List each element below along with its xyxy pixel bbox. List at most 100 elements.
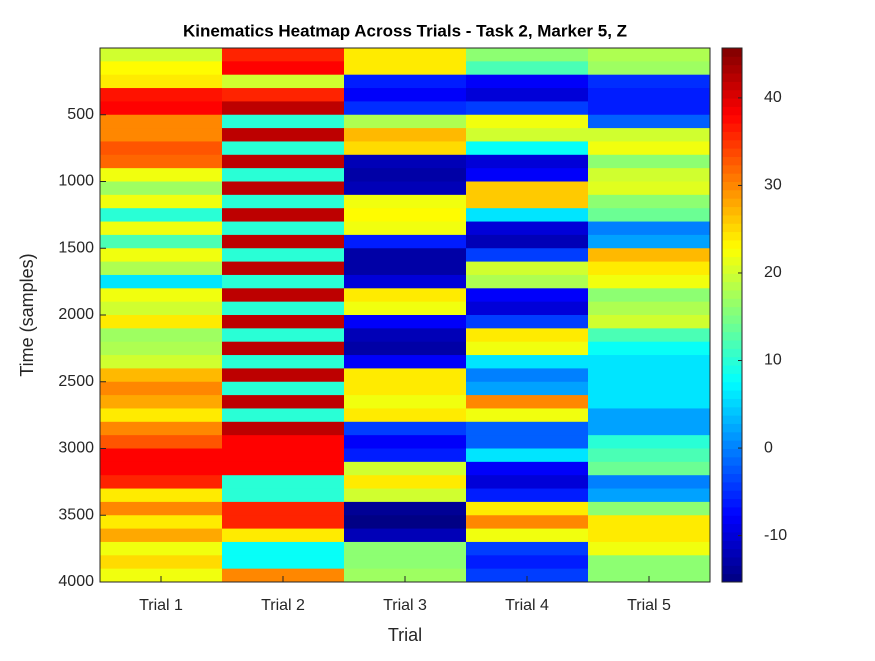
colorbar-step <box>722 114 742 124</box>
heat-cell <box>222 141 345 156</box>
heat-cell <box>466 488 589 503</box>
heat-cell <box>344 208 467 223</box>
heat-cell <box>344 355 467 369</box>
colorbar-step <box>722 390 742 399</box>
heat-cell <box>222 355 345 369</box>
heat-cell <box>100 501 223 516</box>
colorbar-step <box>722 490 742 500</box>
heat-cell <box>100 274 223 289</box>
heat-cell <box>100 234 223 249</box>
colorbar-step <box>722 423 742 433</box>
heat-cell <box>588 408 711 423</box>
heat-cell <box>466 328 589 343</box>
colorbar-tick-label: 40 <box>764 89 782 106</box>
heat-cell <box>100 261 223 276</box>
heat-cell <box>344 288 467 303</box>
colorbar-step <box>722 273 742 283</box>
colorbar-step <box>722 89 742 99</box>
colorbar-step <box>722 181 742 191</box>
heat-cell <box>588 48 711 62</box>
colorbar-step <box>722 481 742 491</box>
heat-cell <box>344 528 467 543</box>
heat-cell <box>588 501 711 516</box>
heat-cell <box>466 128 589 142</box>
heat-cell <box>100 488 223 503</box>
heat-cell <box>222 181 345 196</box>
colorbar-step <box>722 48 742 57</box>
heat-cell <box>466 448 589 463</box>
heat-cell <box>466 248 589 263</box>
heat-cell <box>344 448 467 463</box>
heat-cell <box>466 501 589 516</box>
heat-cell <box>466 568 589 583</box>
heat-cell <box>344 248 467 263</box>
colorbar-step <box>722 173 742 182</box>
heat-cell <box>344 395 467 409</box>
heat-cell <box>100 181 223 196</box>
heat-cell <box>344 101 467 116</box>
heat-cell <box>100 128 223 142</box>
x-tick-label: Trial 4 <box>505 597 549 614</box>
heat-cell <box>466 301 589 316</box>
heat-cell <box>466 288 589 303</box>
colorbar-frame <box>721 47 743 583</box>
heat-cell <box>222 288 345 303</box>
colorbar-step <box>722 73 742 82</box>
heat-cell <box>100 421 223 436</box>
heat-cell <box>466 435 589 449</box>
heat-cell <box>344 234 467 249</box>
heat-cell <box>100 368 223 383</box>
heat-cell <box>466 181 589 196</box>
colorbar-tick-label: 30 <box>764 177 782 194</box>
colorbar-step <box>722 306 742 316</box>
heat-cell <box>100 101 223 116</box>
heat-cell <box>344 168 467 182</box>
heat-cell <box>222 154 345 169</box>
colorbar-step <box>722 448 742 458</box>
colorbar-step <box>722 323 742 333</box>
heat-cell <box>100 355 223 369</box>
y-tick-label: 4000 <box>58 573 94 590</box>
x-tick-label: Trial 2 <box>261 597 305 614</box>
heat-cell <box>344 408 467 423</box>
colorbar-step <box>722 148 742 157</box>
heat-cell <box>222 221 345 236</box>
heat-cell <box>222 114 345 129</box>
heat-cell <box>222 555 345 570</box>
heat-cell <box>344 315 467 329</box>
heat-cell <box>466 74 589 89</box>
heat-cell <box>588 168 711 182</box>
heat-cell <box>466 234 589 249</box>
heat-cell <box>588 555 711 570</box>
colorbar-step <box>722 139 742 149</box>
heat-cell <box>222 528 345 543</box>
colorbar-step <box>722 415 742 424</box>
heat-cell <box>344 221 467 236</box>
heat-cell <box>100 48 223 62</box>
heat-cell <box>588 61 711 76</box>
heat-cell <box>100 328 223 343</box>
heat-cell <box>222 568 345 583</box>
heat-cell <box>344 541 467 556</box>
colorbar-step <box>722 548 742 558</box>
heat-cell <box>466 555 589 570</box>
heat-cell <box>588 435 711 449</box>
heat-cell <box>100 461 223 476</box>
colorbar-step <box>722 231 742 241</box>
heat-cell <box>100 288 223 303</box>
heat-cell <box>100 315 223 329</box>
heat-cell <box>100 141 223 156</box>
colorbar-step <box>722 198 742 208</box>
heat-cell <box>100 194 223 209</box>
heat-cell <box>222 61 345 76</box>
heat-cell <box>100 555 223 570</box>
x-tick-label: Trial 3 <box>383 597 427 614</box>
y-tick-label: 1500 <box>58 239 94 256</box>
heat-cell <box>100 395 223 409</box>
colorbar-tick-label: -10 <box>764 527 787 544</box>
heat-cell <box>466 368 589 383</box>
heat-cell <box>344 114 467 129</box>
heat-cell <box>100 168 223 182</box>
y-tick-label: 2500 <box>58 373 94 390</box>
